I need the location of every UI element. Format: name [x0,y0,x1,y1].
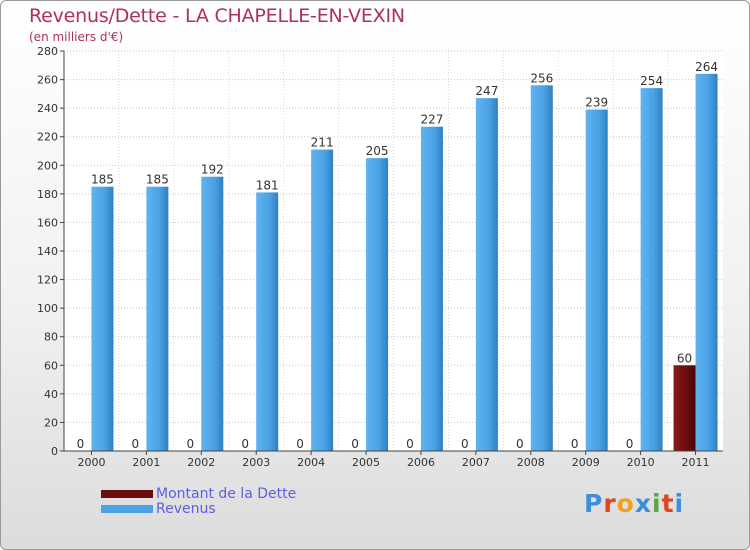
x-tick-label-2009: 2009 [572,456,600,469]
y-tick-label-100: 100 [37,302,58,315]
label-revenue-2007: 247 [475,84,498,98]
label-revenue-2003: 181 [256,178,279,192]
bar-revenue-2010 [640,88,663,452]
label-revenue-2001: 185 [146,173,169,187]
x-tick-label-2010: 2010 [627,456,655,469]
x-tick-label-2000: 2000 [77,456,105,469]
y-tick-label-20: 20 [44,416,58,429]
legend-swatch-revenue [101,505,153,513]
label-debt-2005: 0 [351,437,359,451]
bar-revenue-2000 [91,186,114,451]
logo-letter: t [661,489,675,518]
y-tick-label-60: 60 [44,359,58,372]
label-revenue-2011: 264 [695,60,718,74]
label-revenue-2004: 211 [311,136,334,150]
bar-revenue-2005 [366,158,389,451]
y-tick-label-140: 140 [37,245,58,258]
label-revenue-2008: 256 [530,71,553,85]
bar-revenue-2007 [475,98,498,452]
bar-revenue-2004 [311,149,334,452]
label-revenue-2005: 205 [366,144,389,158]
label-revenue-2009: 239 [585,96,608,110]
y-tick-label-200: 200 [37,159,58,172]
logo-letter: i [652,489,662,518]
bar-revenue-2009 [585,109,608,452]
label-revenue-2006: 227 [421,113,444,127]
label-revenue-2002: 192 [201,163,224,177]
label-debt-2011: 60 [677,351,692,365]
x-tick-label-2011: 2011 [682,456,710,469]
y-tick-label-0: 0 [51,445,58,458]
x-tick-label-2006: 2006 [407,456,435,469]
bar-revenue-2008 [530,85,553,452]
logo-letter: i [674,489,685,518]
bar-revenue-2006 [420,126,443,451]
logo-letter: o [616,489,635,518]
x-tick-label-2001: 2001 [132,456,160,469]
bar-revenue-2002 [201,176,224,451]
label-revenue-2010: 254 [640,74,663,88]
label-debt-2001: 0 [132,437,140,451]
legend-swatch-debt [101,490,153,498]
y-tick-label-160: 160 [37,216,58,229]
proxiti-logo: Proxiti [584,489,684,518]
label-debt-2010: 0 [626,437,634,451]
y-tick-label-280: 280 [37,45,58,58]
label-debt-2009: 0 [571,437,579,451]
y-tick-label-40: 40 [44,388,58,401]
chart-subtitle: (en milliers d'€) [29,30,124,44]
x-tick-label-2004: 2004 [297,456,325,469]
logo-letter: x [634,489,652,518]
logo-letter: P [584,489,604,518]
label-debt-2007: 0 [461,437,469,451]
y-tick-label-80: 80 [44,331,58,344]
label-debt-2000: 0 [77,437,85,451]
legend-item-debt: Montant de la Dette [101,486,401,503]
legend-label-debt: Montant de la Dette [156,486,297,502]
label-revenue-2000: 185 [91,173,114,187]
bar-debt-2011 [673,365,696,451]
label-debt-2002: 0 [186,437,194,451]
y-tick-label-260: 260 [37,74,58,87]
chart-title: Revenus/Dette - LA CHAPELLE-EN-VEXIN [29,5,405,27]
y-tick-label-240: 240 [37,102,58,115]
label-debt-2008: 0 [516,437,524,451]
legend-label-revenue: Revenus [156,501,216,517]
label-debt-2003: 0 [241,437,249,451]
x-tick-label-2008: 2008 [517,456,545,469]
x-tick-label-2007: 2007 [462,456,490,469]
x-tick-label-2002: 2002 [187,456,215,469]
bar-revenue-2011 [695,73,718,451]
label-debt-2006: 0 [406,437,414,451]
y-tick-label-180: 180 [37,188,58,201]
label-debt-2004: 0 [296,437,304,451]
logo-letter: r [603,489,617,518]
x-tick-label-2005: 2005 [352,456,380,469]
y-tick-label-220: 220 [37,131,58,144]
y-tick-label-120: 120 [37,274,58,287]
bar-revenue-2001 [146,186,169,451]
legend-item-revenue: Revenus [101,501,401,518]
x-tick-label-2003: 2003 [242,456,270,469]
bar-revenue-2003 [256,192,279,451]
